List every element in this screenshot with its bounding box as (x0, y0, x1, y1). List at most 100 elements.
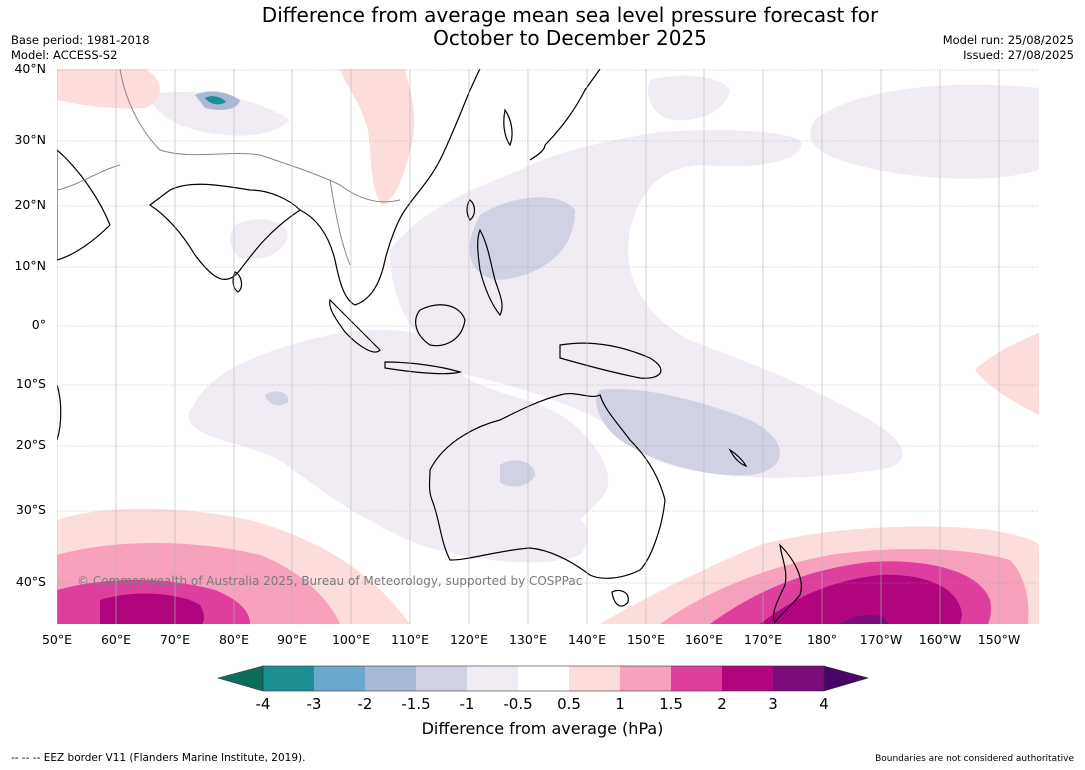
colorbar-swatch (263, 666, 314, 691)
colorbar-swatch (518, 666, 569, 691)
model-name: Model: ACCESS-S2 (11, 48, 118, 62)
australia-coast (428, 392, 666, 579)
meta-left: Base period: 1981-2018 Model: ACCESS-S2 (11, 33, 150, 63)
colorbar-swatch (773, 666, 824, 691)
title-line-1: Difference from average mean sea level p… (261, 3, 879, 27)
lon-label: 140°E (567, 632, 606, 647)
lat-label: 40°S (15, 574, 46, 589)
lon-label: 80°E (218, 632, 250, 647)
africa-coast (57, 384, 62, 441)
negative-anomaly-region-bay (230, 219, 288, 260)
colorbar-swatch (620, 666, 671, 691)
borneo-coast (415, 304, 466, 347)
java-coast (384, 361, 463, 375)
colorbar (216, 665, 870, 692)
sri-lanka-coast (232, 271, 243, 293)
lon-label: 120°E (449, 632, 488, 647)
colorbar-swatch (467, 666, 518, 691)
colorbar-swatch (365, 666, 416, 691)
lon-label: 70°E (159, 632, 191, 647)
colorbar-tick: 3 (768, 695, 778, 713)
anomaly-2-3-east (760, 574, 962, 624)
colorbar-label: Difference from average (hPa) (421, 719, 664, 738)
colorbar-tick: -0.5 (503, 695, 533, 713)
model-run: Model run: 25/08/2025 (942, 33, 1074, 47)
eez-border-note: -- -- -- EEZ border V11 (Flanders Marine… (11, 752, 306, 764)
lon-label: 50°E (41, 632, 73, 647)
colorbar-tick: -1 (459, 695, 475, 713)
boundaries-disclaimer: Boundaries are not considered authoritat… (875, 754, 1074, 764)
se-asia-coast (299, 69, 481, 306)
colorbar-max-extension (823, 665, 870, 692)
colorbar-tick: -1.5 (401, 695, 431, 713)
colorbar-swatch (671, 666, 722, 691)
lon-label: 160°E (684, 632, 723, 647)
colorbar-min-extension (216, 665, 264, 692)
anomaly-himalaya-core (205, 96, 226, 105)
arabia-coast (57, 149, 111, 261)
anomaly-2-3-west (100, 593, 205, 624)
colorbar-tick: -4 (255, 695, 271, 713)
new-caledonia-coast (728, 448, 748, 468)
lon-label: 90°E (276, 632, 308, 647)
lat-label: 0° (31, 317, 46, 332)
new-zealand-coast (772, 543, 802, 623)
lon-label: 150°W (977, 632, 1021, 647)
chart-title: Difference from average mean sea level p… (0, 4, 1085, 50)
anomaly-region-io (265, 391, 289, 406)
copyright-notice: © Commonwealth of Australia 2025, Bureau… (77, 574, 583, 588)
colorbar-swatch (416, 666, 467, 691)
negative-anomaly-region-nw-pacific (647, 75, 730, 121)
lon-label: 130°E (508, 632, 547, 647)
anomaly-region-wa (500, 460, 535, 487)
lon-label: 160°W (918, 632, 962, 647)
lat-label: 40°N (14, 61, 46, 76)
colorbar-tick: -3 (306, 695, 322, 713)
philippines-coast (477, 228, 503, 317)
positive-anomaly-region-central-asia (57, 69, 160, 109)
lon-label: 60°E (100, 632, 132, 647)
lat-label: 20°S (15, 437, 46, 452)
positive-anomaly-region-china (340, 69, 415, 205)
new-guinea-coast (559, 342, 662, 379)
lat-label: 20°N (14, 197, 46, 212)
issued-date: Issued: 27/08/2025 (963, 48, 1074, 62)
lat-label: 30°N (14, 132, 46, 147)
tasmania-coast (611, 589, 629, 607)
meridians (57, 69, 1000, 624)
colorbar-tick: 1.5 (659, 695, 683, 713)
lon-label: 170°E (743, 632, 782, 647)
negative-anomaly-region-north-pacific (810, 84, 1039, 179)
lat-label: 10°N (14, 258, 46, 273)
lat-label: 30°S (15, 502, 46, 517)
korea-coast (503, 108, 513, 147)
lon-label: 110°E (390, 632, 429, 647)
japan-coast (529, 69, 601, 161)
colorbar-tick: 2 (717, 695, 727, 713)
negative-anomaly-region-himalaya (150, 91, 290, 136)
lat-label: 10°S (15, 376, 46, 391)
meta-right: Model run: 25/08/2025 Issued: 27/08/2025 (943, 33, 1074, 63)
positive-anomaly-region-east-pacific (975, 333, 1039, 415)
lon-label: 170°W (859, 632, 903, 647)
colorbar-tick: 0.5 (557, 695, 581, 713)
negative-anomaly-region-indian (190, 329, 588, 563)
country-borders (57, 69, 401, 266)
title-line-2: October to December 2025 (433, 26, 707, 50)
anomaly-region-coral-sea (596, 389, 780, 476)
base-period: Base period: 1981-2018 (11, 33, 150, 47)
india-coast (148, 183, 301, 281)
anomaly-3-4-east (840, 614, 888, 624)
colorbar-tick: 1 (615, 695, 625, 713)
taiwan-coast (466, 199, 476, 221)
lon-label: 100°E (331, 632, 370, 647)
anomaly-region-philippines (469, 197, 575, 280)
colorbar-swatch (314, 666, 365, 691)
sumatra-coast (329, 298, 381, 353)
colorbar-tick: 4 (819, 695, 829, 713)
coastlines (57, 69, 802, 623)
graticule (57, 69, 1039, 584)
colorbar-swatch (722, 666, 773, 691)
colorbar-tick: -2 (357, 695, 373, 713)
